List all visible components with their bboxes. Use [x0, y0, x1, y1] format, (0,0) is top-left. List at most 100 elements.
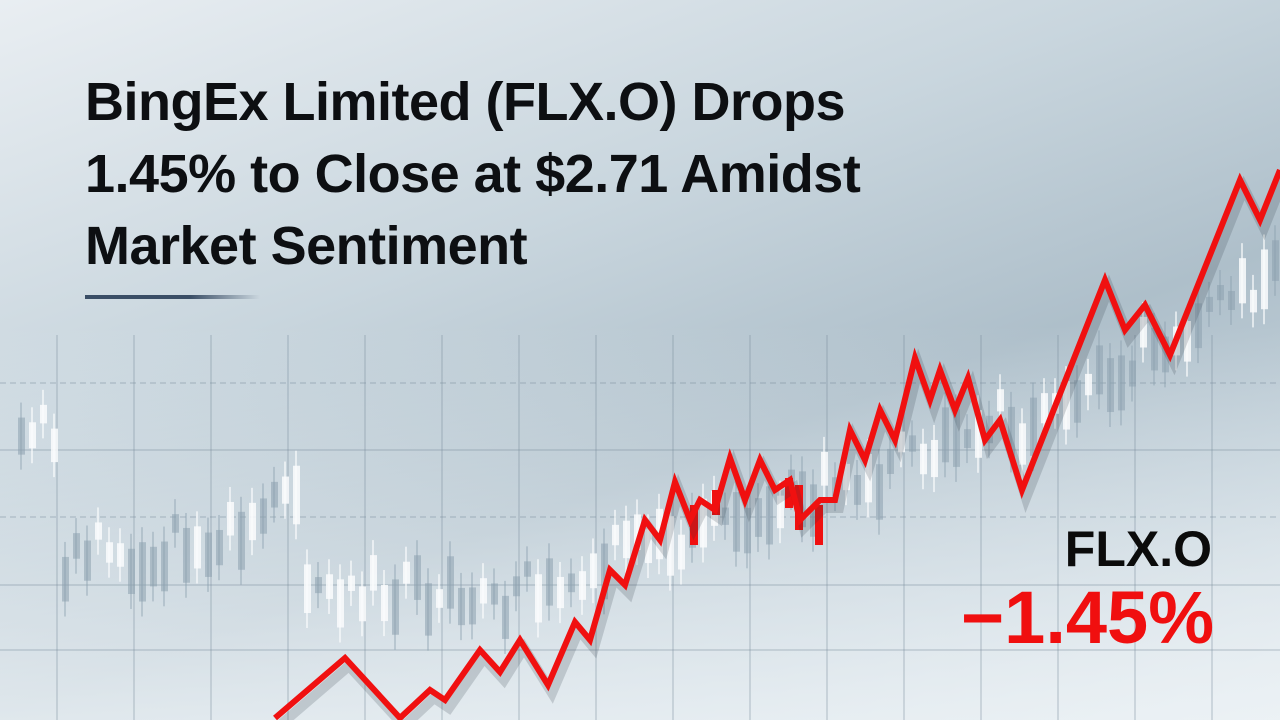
candlestick-body: [1129, 360, 1136, 387]
candlestick-body: [183, 527, 190, 583]
candlestick-body: [667, 516, 674, 576]
candlestick-body: [238, 511, 245, 570]
candlestick-body: [623, 520, 630, 559]
candlestick-body: [568, 573, 575, 593]
candlestick-body: [535, 574, 542, 623]
candlestick-body: [854, 474, 861, 505]
candlestick-body: [216, 529, 223, 566]
red-candlestick: [690, 505, 698, 545]
candlestick-body: [40, 404, 47, 424]
candlestick-body: [436, 589, 443, 608]
candlestick-body: [645, 529, 652, 564]
candlestick-body: [1239, 258, 1246, 304]
candlestick-body: [997, 389, 1004, 412]
candlestick-body: [1085, 373, 1092, 396]
candlestick-body: [1272, 240, 1279, 281]
candlestick-body: [1151, 327, 1158, 371]
candlestick-body: [249, 502, 256, 541]
candlestick-body: [1162, 336, 1169, 373]
candlestick-body: [128, 548, 135, 595]
candlestick-body: [1118, 355, 1125, 411]
candlestick-body: [447, 556, 454, 609]
candlestick-body: [1184, 320, 1191, 362]
red-candlestick: [785, 478, 793, 508]
candlestick-body: [194, 526, 201, 569]
candlestick-body: [172, 514, 179, 533]
candlestick-body: [271, 481, 278, 508]
candlestick-body: [1107, 358, 1114, 413]
candlestick-body: [304, 564, 311, 614]
candlestick-body: [942, 407, 949, 463]
candlestick-body: [744, 507, 751, 554]
candlestick-body: [821, 451, 828, 486]
candlestick-body: [315, 577, 322, 594]
headline-line-2: 1.45% to Close at $2.71 Amidst: [85, 144, 861, 204]
candlestick-body: [843, 463, 850, 491]
candlestick-body: [590, 553, 597, 589]
candlestick-body: [1041, 393, 1048, 424]
candlestick-body: [513, 576, 520, 597]
candlestick-body: [491, 583, 498, 605]
headline-line-1: BingEx Limited (FLX.O) Drops: [85, 72, 846, 132]
percent-change: −1.45%: [960, 576, 1214, 659]
candlestick-body: [1030, 397, 1037, 456]
candlestick-body: [887, 448, 894, 474]
candlestick-body: [700, 498, 707, 548]
candlestick-body: [161, 541, 168, 592]
candlestick-body: [964, 429, 971, 449]
candlestick-body: [601, 543, 608, 600]
candlestick-body: [359, 586, 366, 622]
candlestick-body: [579, 571, 586, 600]
candlestick-body: [777, 495, 784, 529]
candlestick-body: [502, 595, 509, 639]
candlestick-body: [205, 532, 212, 577]
candlestick-body: [909, 435, 916, 452]
candlestick-body: [403, 561, 410, 584]
candlestick-body: [1008, 406, 1015, 458]
candlestick-body: [337, 579, 344, 628]
candlestick-body: [634, 514, 641, 551]
candlestick-body: [1206, 296, 1213, 312]
candlestick-body: [876, 464, 883, 520]
candlestick-body: [557, 576, 564, 609]
candlestick-body: [139, 542, 146, 602]
headline-underline: [85, 295, 260, 299]
candlestick-body: [62, 556, 69, 602]
candlestick-body: [1096, 345, 1103, 395]
candlestick-body: [865, 454, 872, 503]
candlestick-body: [414, 555, 421, 600]
candlestick-body: [95, 522, 102, 540]
candlestick-body: [612, 524, 619, 546]
candlestick-body: [1063, 381, 1070, 430]
candlestick-body: [282, 476, 289, 504]
candlestick-body: [73, 533, 80, 559]
candlestick-body: [1250, 289, 1257, 313]
candlestick-body: [227, 501, 234, 536]
candlestick-body: [469, 587, 476, 625]
candlestick-body: [733, 492, 740, 552]
candlestick-body: [29, 422, 36, 449]
candlestick-body: [1019, 423, 1026, 465]
candlestick-body: [425, 583, 432, 636]
candlestick-body: [1228, 290, 1235, 310]
headline-line-3: Market Sentiment: [85, 216, 528, 276]
candlestick-body: [392, 579, 399, 635]
candlestick-body: [755, 498, 762, 537]
headline: BingEx Limited (FLX.O) Drops 1.45% to Cl…: [85, 66, 1085, 282]
candlestick-body: [931, 439, 938, 478]
candlestick-body: [18, 417, 25, 455]
candlestick-body: [1217, 285, 1224, 301]
candlestick-body: [678, 534, 685, 570]
candlestick-body: [293, 465, 300, 525]
candlestick-body: [766, 486, 773, 545]
candlestick-body: [326, 574, 333, 599]
candlestick-body: [370, 555, 377, 591]
candlestick-body: [975, 410, 982, 458]
candlestick-body: [1140, 316, 1147, 348]
candlestick-body: [348, 575, 355, 591]
candlestick-body: [117, 543, 124, 567]
candlestick-body: [722, 507, 729, 525]
price-line: [273, 168, 1280, 720]
